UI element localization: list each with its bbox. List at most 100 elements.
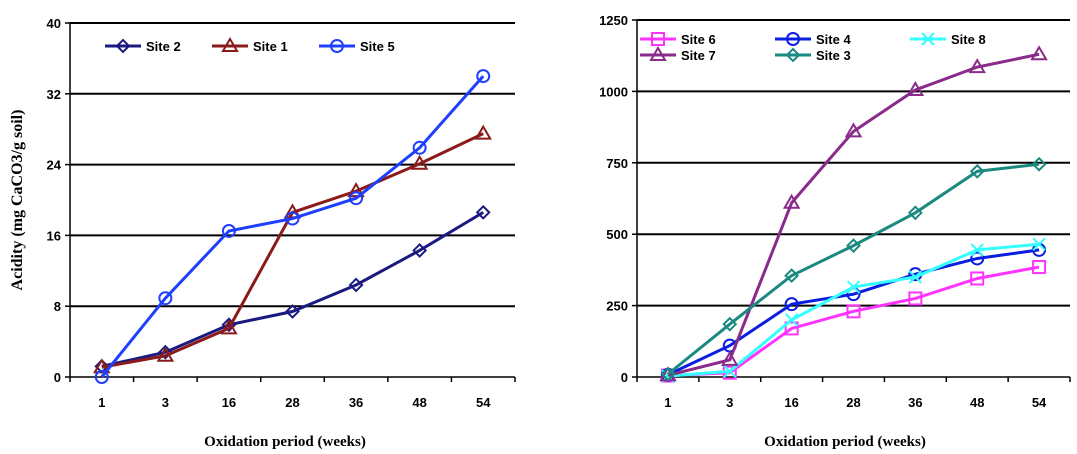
data-point: [721, 350, 739, 366]
data-point: [1030, 45, 1048, 61]
data-point: [722, 316, 738, 332]
legend-item: Site 5: [319, 39, 395, 54]
data-point: [285, 211, 300, 226]
legend-item: Site 4: [775, 32, 851, 47]
legend-marker: [115, 38, 131, 54]
legend-marker: [785, 47, 801, 63]
right-chart: Oxidation period (weeks) 0 250 500 750 1000 1…: [599, 13, 1071, 450]
x-tick-label: 36: [908, 395, 922, 410]
x-tick-label: 36: [349, 395, 363, 410]
x-tick-label: 1: [664, 395, 671, 410]
series-site-8: [661, 237, 1046, 383]
left-y-axis-title: Acidity (mg CaCO3/g soil): [9, 110, 26, 291]
x-tick-label: 28: [285, 395, 299, 410]
legend-marker: [649, 46, 667, 61]
legend: Site 6 Site 4 Site 8 Site 7 Site 3: [640, 32, 986, 63]
x-tick-label: 54: [1032, 395, 1047, 410]
y-tick-label: 500: [606, 227, 628, 242]
data-point: [784, 321, 799, 336]
left-x-axis-title: Oxidation period (weeks): [204, 434, 366, 450]
x-tick-label: 48: [412, 395, 426, 410]
legend-label: Site 2: [146, 39, 181, 54]
legend-label: Site 6: [681, 32, 716, 47]
data-point: [784, 313, 799, 327]
y-tick-label: 1250: [599, 13, 628, 28]
legend: Site 2 Site 1 Site 5: [105, 37, 395, 54]
y-tick-label: 32: [47, 87, 61, 102]
data-point: [970, 243, 984, 257]
series-site-2: [94, 204, 491, 374]
data-point: [846, 238, 861, 254]
legend-label: Site 5: [360, 39, 395, 54]
data-point: [908, 270, 923, 284]
data-point: [660, 366, 676, 382]
x-tick-label: 54: [476, 395, 491, 410]
data-point: [784, 297, 799, 312]
data-point: [846, 280, 861, 294]
data-point: [476, 69, 491, 84]
data-point: [221, 223, 236, 238]
series-site-5: [94, 69, 491, 384]
y-tick-label: 16: [47, 228, 61, 243]
data-point: [285, 304, 300, 319]
data-point: [157, 344, 173, 360]
data-point: [907, 205, 923, 221]
y-tick-label: 24: [47, 158, 62, 173]
data-point: [410, 154, 429, 170]
data-point: [1031, 156, 1047, 172]
data-point: [844, 122, 863, 138]
y-tick-label: 40: [47, 16, 61, 31]
y-tick-label: 250: [606, 299, 628, 314]
data-point: [348, 277, 364, 293]
legend-item: Site 7: [640, 46, 716, 63]
series-line: [666, 162, 1040, 376]
legend-marker: [221, 37, 239, 52]
legend-item: Site 2: [105, 38, 181, 54]
legend-item: Site 6: [640, 32, 716, 47]
data-point: [968, 58, 986, 74]
legend-item: Site 3: [775, 47, 851, 63]
data-point: [1032, 237, 1046, 251]
legend-item: Site 1: [212, 37, 288, 54]
series-line: [667, 52, 1040, 377]
legend-label: Site 3: [816, 48, 851, 63]
y-tick-label: 8: [54, 299, 61, 314]
legend-marker: [786, 32, 800, 46]
data-point: [970, 251, 985, 266]
series-line: [101, 211, 484, 368]
data-point: [475, 204, 491, 220]
y-tick-label: 0: [54, 370, 61, 385]
data-point: [782, 193, 801, 209]
right-x-axis-title: Oxidation period (weeks): [764, 434, 926, 450]
data-point: [846, 304, 861, 319]
data-point: [723, 364, 737, 378]
y-tick-label: 750: [606, 156, 628, 171]
data-point: [970, 271, 985, 286]
data-point: [784, 268, 800, 284]
data-point: [93, 358, 111, 374]
data-point: [474, 124, 492, 140]
y-tick-label: 1000: [599, 84, 628, 99]
data-point: [158, 291, 173, 306]
legend-marker: [921, 32, 935, 46]
data-point: [94, 370, 109, 384]
x-tick-label: 16: [784, 395, 798, 410]
series-site-1: [93, 124, 492, 374]
data-point: [220, 319, 238, 335]
data-point: [908, 291, 923, 306]
series-site-7: [659, 45, 1048, 382]
legend-marker: [330, 39, 344, 53]
x-tick-label: 16: [222, 395, 236, 410]
y-tick-label: 0: [621, 370, 628, 385]
legend-item: Site 8: [910, 32, 986, 47]
data-point: [1032, 260, 1047, 275]
x-tick-label: 48: [970, 395, 984, 410]
data-point: [156, 346, 175, 362]
series-site-3: [660, 156, 1047, 382]
data-point: [906, 80, 925, 96]
series-line: [667, 248, 1040, 377]
data-point: [349, 191, 364, 206]
x-tick-label: 28: [846, 395, 860, 410]
legend-label: Site 1: [253, 39, 288, 54]
